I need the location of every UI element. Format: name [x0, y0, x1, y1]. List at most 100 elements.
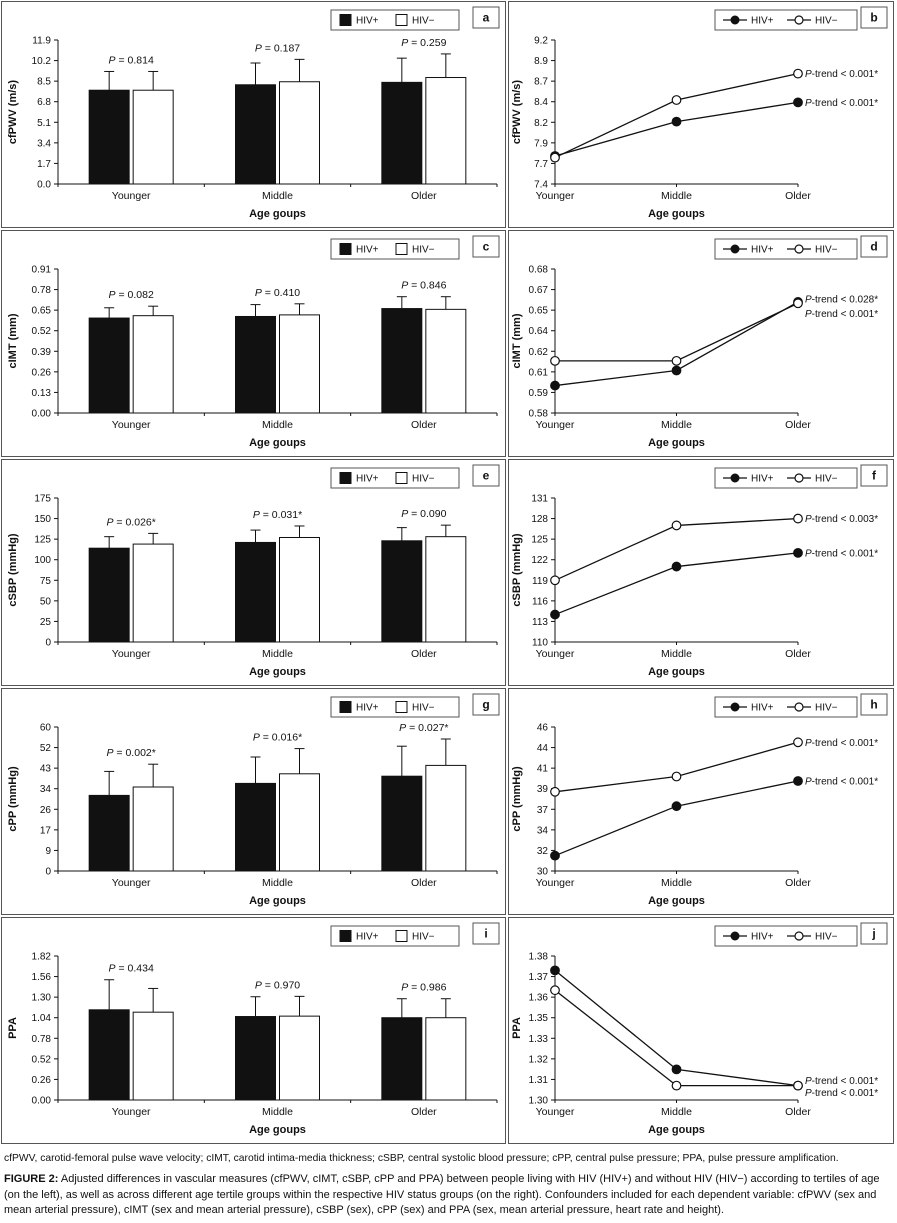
panel-g-cpp-bar: 0 9 17 26 34 43 52 60 cPP (mmHg) P = 0.002* Younge… — [1, 688, 506, 915]
y-tick-label: 8.9 — [534, 56, 548, 67]
y-axis-title: cfPWV (m/s) — [511, 80, 523, 145]
x-tick-label: Younger — [536, 877, 575, 889]
y-tick-label: 0.67 — [529, 285, 549, 296]
bar-hiv-pos — [235, 1016, 276, 1101]
y-tick-label: 34 — [537, 825, 549, 836]
bar-hiv-pos — [88, 89, 130, 185]
bar-hiv-pos — [88, 317, 130, 414]
y-tick-label: 17 — [40, 825, 52, 836]
y-tick-label: 1.37 — [529, 972, 549, 983]
y-tick-label: 8.2 — [534, 118, 548, 129]
p-trend-label: P-trend < 0.001* — [805, 69, 878, 80]
bar-hiv-neg — [279, 536, 320, 643]
y-tick-label: 0.59 — [529, 388, 549, 399]
y-tick-label: 0.61 — [529, 367, 549, 378]
x-tick-label: Younger — [112, 648, 151, 660]
panel-letter: e — [483, 469, 490, 483]
y-tick-label: 0.62 — [529, 347, 549, 358]
panel-c-cimt-bar: 0.00 0.13 0.26 0.39 0.52 0.65 0.78 0.91 cIMT (mm… — [1, 230, 506, 457]
y-tick-label: 122 — [531, 555, 548, 566]
bar-hiv-neg — [425, 77, 467, 185]
chart-cpp-bar: 0 9 17 26 34 43 52 60 cPP (mmHg) P = 0.002* Younge… — [7, 693, 500, 907]
y-tick-label: 41 — [537, 764, 549, 775]
y-tick-label: 1.82 — [32, 952, 52, 963]
panel-letter: j — [871, 927, 875, 941]
y-tick-label: 1.7 — [37, 159, 51, 170]
legend-marker-hiv-neg — [794, 702, 804, 712]
legend-swatch-hiv-neg — [395, 701, 408, 713]
bar-hiv-pos — [381, 308, 423, 414]
p-trend-label: P-trend < 0.003* — [805, 514, 878, 525]
x-tick-label: Older — [785, 190, 811, 202]
x-tick-label: Older — [411, 877, 437, 889]
panel-letter: g — [482, 698, 489, 712]
legend-box — [714, 925, 858, 947]
panel-h-cpp-line: 30 32 34 37 39 41 44 46 cPP (mmHg) Younger Middle O… — [508, 688, 894, 915]
y-tick-label: 34 — [40, 784, 52, 795]
panel-e-csbp-bar: 0 25 50 75 100 125 150 175 cSBP (mmHg) P = 0.026*… — [1, 459, 506, 686]
legend-swatch-hiv-pos — [339, 701, 352, 713]
panel-letter: b — [870, 11, 877, 25]
panel-letter-box — [860, 464, 888, 487]
marker-open-circle — [671, 520, 682, 531]
marker-filled-circle — [671, 116, 682, 127]
y-tick-label: 9.2 — [534, 36, 548, 47]
line-hiv-neg — [554, 72, 799, 159]
x-tick-label: Younger — [536, 648, 575, 660]
legend-swatch-hiv-neg — [395, 472, 408, 484]
y-tick-label: 0.65 — [32, 306, 52, 317]
y-axis-title: cfPWV (m/s) — [7, 80, 19, 145]
chart-csbp-bar: 0 25 50 75 100 125 150 175 cSBP (mmHg) P = 0.026*… — [7, 464, 500, 678]
y-tick-label: 0.26 — [32, 1075, 52, 1086]
panel-letter-box — [860, 235, 888, 258]
y-tick-label: 8.7 — [534, 77, 548, 88]
x-tick-label: Middle — [262, 648, 293, 660]
x-tick-label: Middle — [262, 1106, 293, 1118]
legend-label-hiv-pos: HIV+ — [751, 245, 774, 256]
figure-footer: cfPWV, carotid-femoral pulse wave veloci… — [0, 1145, 897, 1223]
y-axis-title: cSBP (mmHg) — [511, 533, 523, 606]
bar-hiv-neg — [425, 308, 467, 414]
x-tick-label: Middle — [661, 419, 692, 431]
bar-hiv-neg — [279, 314, 320, 414]
p-value-label: P = 0.187 — [255, 42, 300, 54]
y-tick-label: 32 — [537, 846, 549, 857]
x-tick-label: Middle — [661, 648, 692, 660]
y-tick-label: 7.4 — [534, 180, 548, 191]
panel-letter-box — [472, 693, 500, 716]
p-value-label: P = 0.410 — [255, 287, 300, 299]
y-tick-label: 1.33 — [529, 1034, 549, 1045]
y-axis-title: cSBP (mmHg) — [7, 533, 19, 606]
chart-cimt-bar: 0.00 0.13 0.26 0.39 0.52 0.65 0.78 0.91 cIMT (mm… — [7, 235, 500, 449]
y-tick-label: 11.9 — [32, 36, 51, 47]
y-tick-label: 26 — [40, 805, 52, 816]
p-value-label: P = 0.031* — [253, 509, 302, 521]
y-tick-label: 100 — [34, 555, 51, 566]
y-axis-title: cPP (mmHg) — [511, 766, 523, 832]
y-tick-label: 125 — [34, 535, 51, 546]
x-tick-label: Middle — [661, 190, 692, 202]
bar-hiv-neg — [132, 786, 174, 872]
x-tick-label: Older — [411, 190, 437, 202]
x-tick-label: Younger — [536, 1106, 575, 1118]
abbreviations-note: cfPWV, carotid-femoral pulse wave veloci… — [4, 1153, 839, 1164]
marker-filled-circle — [550, 380, 560, 391]
y-axis-title: cIMT (mm) — [7, 313, 19, 368]
x-tick-label: Younger — [536, 419, 575, 431]
panel-j-ppa-line: 1.30 1.31 1.32 1.33 1.35 1.36 1.37 1.38 PPA Young… — [508, 917, 894, 1144]
p-value-label: P = 0.846 — [401, 280, 446, 292]
x-tick-label: Middle — [262, 419, 293, 431]
legend-marker-hiv-neg — [794, 473, 804, 483]
panel-letter-box — [472, 464, 500, 487]
x-tick-label: Younger — [112, 877, 151, 889]
marker-filled-circle — [550, 609, 560, 620]
legend-label-hiv-pos: HIV+ — [356, 474, 379, 485]
marker-filled-circle — [550, 965, 560, 976]
y-axis-title: PPA — [511, 1017, 523, 1039]
panel-letter-box — [472, 6, 500, 29]
legend-swatch-hiv-pos — [339, 243, 352, 255]
x-tick-label: Younger — [112, 190, 151, 202]
y-axis-title: PPA — [7, 1017, 19, 1039]
y-tick-label: 0 — [45, 867, 51, 878]
chart-ppa-bar: 0.00 0.26 0.52 0.78 1.04 1.30 1.56 1.82 PPA P = 0… — [7, 922, 500, 1136]
